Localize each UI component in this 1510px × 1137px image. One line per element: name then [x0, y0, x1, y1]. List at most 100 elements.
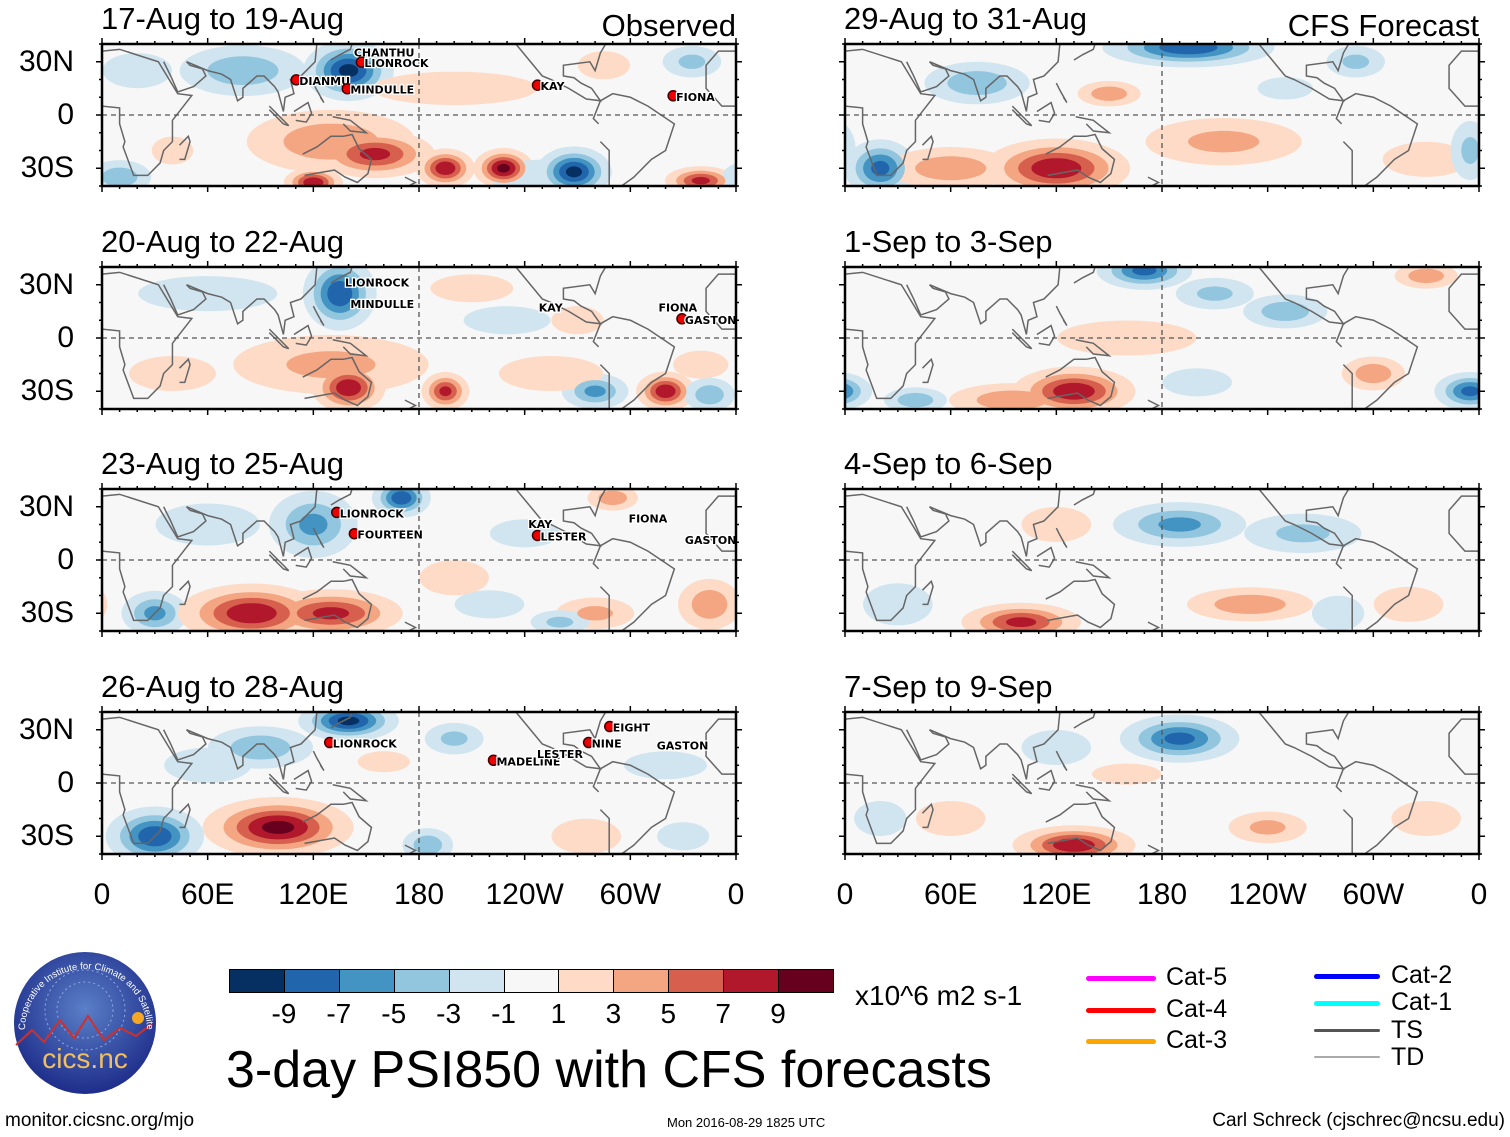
colorbar-swatch [448, 969, 505, 993]
anomaly-contour [551, 818, 622, 854]
coastline-africaE [845, 716, 937, 845]
colorbar-swatch [338, 969, 395, 993]
storm-label: MADELINE [496, 755, 560, 768]
coastline-japan [1073, 489, 1096, 506]
storm-symbol-icon [676, 313, 688, 325]
psi850-map-panel [839, 483, 1485, 637]
coastline-philippines [312, 750, 325, 771]
anomaly-contour [1249, 820, 1286, 835]
coastline-namerica [1258, 44, 1350, 102]
colorbar-tick-label: 7 [715, 998, 731, 1029]
longitude-label: 60E [923, 878, 978, 911]
coastline-newguinea [332, 561, 369, 579]
longitude-label: 60E [180, 878, 235, 911]
coastline-namerica [515, 712, 607, 770]
coastline-asia [186, 712, 318, 780]
storm-label: LESTER [541, 530, 587, 543]
panel-source-label: CFS Forecast [1287, 8, 1479, 43]
coastline-madagascar [178, 802, 191, 829]
storm-label: DIANMU [299, 75, 350, 88]
coastline-arabia [905, 506, 950, 538]
coastline-newguinea [1075, 561, 1112, 579]
anomaly-contour [655, 384, 676, 398]
colorbar-swatch [393, 969, 450, 993]
colorbar-swatch [613, 969, 670, 993]
coastline-australia [302, 356, 373, 407]
anomaly-contour [312, 607, 350, 620]
legend-swatch [1314, 1056, 1380, 1058]
coastline-madagascar [921, 802, 934, 829]
latitude-label: 30S [20, 819, 74, 853]
coastline-borneo [293, 769, 313, 791]
storm-label: KAY [541, 80, 566, 93]
legend-swatch [1314, 1029, 1380, 1032]
longitude-label: 0 [836, 878, 854, 911]
coastline-samerica [1335, 92, 1419, 186]
coastline-philippines [1055, 305, 1068, 326]
coastline-newguinea [1075, 116, 1112, 134]
anomaly-contour [357, 751, 410, 773]
colorbar-tick-label: -3 [436, 998, 462, 1029]
anomaly-contour [577, 51, 630, 80]
coastline-asia [929, 712, 1061, 780]
anomaly-contour [1164, 732, 1195, 745]
anomaly-contour [1342, 54, 1370, 69]
coastline-japan [1073, 44, 1096, 61]
coastline-samerica [1335, 760, 1419, 854]
latitude-label: 30S [20, 374, 74, 408]
coastline-arabia [905, 284, 950, 316]
colorbar-swatch [558, 969, 615, 993]
coastline-japan [330, 267, 353, 284]
colorbar-tick-label: -5 [381, 998, 407, 1029]
coastline-arabia [905, 729, 950, 761]
anomaly-contour [915, 801, 986, 836]
anomaly-contour [1021, 730, 1092, 765]
storm-label: EIGHT [613, 722, 651, 735]
coastline-africaW [705, 495, 736, 552]
coastline-japan [1073, 267, 1096, 284]
anomaly-contour [102, 167, 138, 186]
cics-logo: Cooperative Institute for Climate and Sa… [12, 950, 156, 1094]
storm-symbol-icon [341, 82, 354, 95]
anomaly-contour [691, 177, 710, 185]
colorbar-tick-label: 1 [550, 998, 567, 1029]
anomaly-contour [1158, 517, 1201, 532]
coastline-namerica [1258, 489, 1350, 547]
anomaly-contour [497, 163, 510, 173]
coastline-newguinea [332, 339, 369, 357]
anomaly-contour [440, 731, 468, 746]
anomaly-contour [261, 820, 295, 834]
coastline-madagascar [921, 579, 934, 606]
coastline-arabia [162, 61, 207, 93]
latitude-label: 30N [18, 712, 74, 746]
anomaly-contour [565, 166, 583, 178]
anomaly-contour [1031, 158, 1082, 179]
anomaly-contour [338, 64, 359, 78]
anomaly-contour [439, 386, 452, 397]
storm-label: FOURTEEN [357, 529, 423, 542]
psi850-map-panel [839, 706, 1485, 860]
panel-title: 29-Aug to 31-Aug [844, 1, 1088, 36]
legend-label: Cat-1 [1391, 988, 1453, 1016]
panel-title: 1-Sep to 3-Sep [844, 224, 1053, 259]
panel-title: 20-Aug to 22-Aug [101, 224, 345, 259]
anomaly-contour [584, 385, 606, 397]
colorbar-tick-label: -9 [271, 998, 297, 1029]
coastline-asia [929, 44, 1061, 112]
anomaly-contour [598, 490, 627, 506]
storm-symbol-icon [582, 736, 595, 749]
storm-label: LIONROCK [364, 57, 429, 70]
coastline-madagascar [178, 579, 191, 606]
coastline-africaW [1448, 273, 1479, 330]
anomaly-contour [976, 390, 1048, 409]
coastline-borneo [293, 324, 313, 346]
legend-label: Cat-5 [1166, 963, 1228, 991]
anomaly-contour [722, 160, 736, 186]
storm-symbol-icon [603, 720, 616, 733]
storm-label: FIONA [676, 91, 715, 104]
anomaly-contour [286, 351, 376, 379]
anomaly-contour [1214, 594, 1286, 614]
coastline-namerica [515, 489, 607, 547]
storm-label: GASTON [685, 534, 737, 547]
